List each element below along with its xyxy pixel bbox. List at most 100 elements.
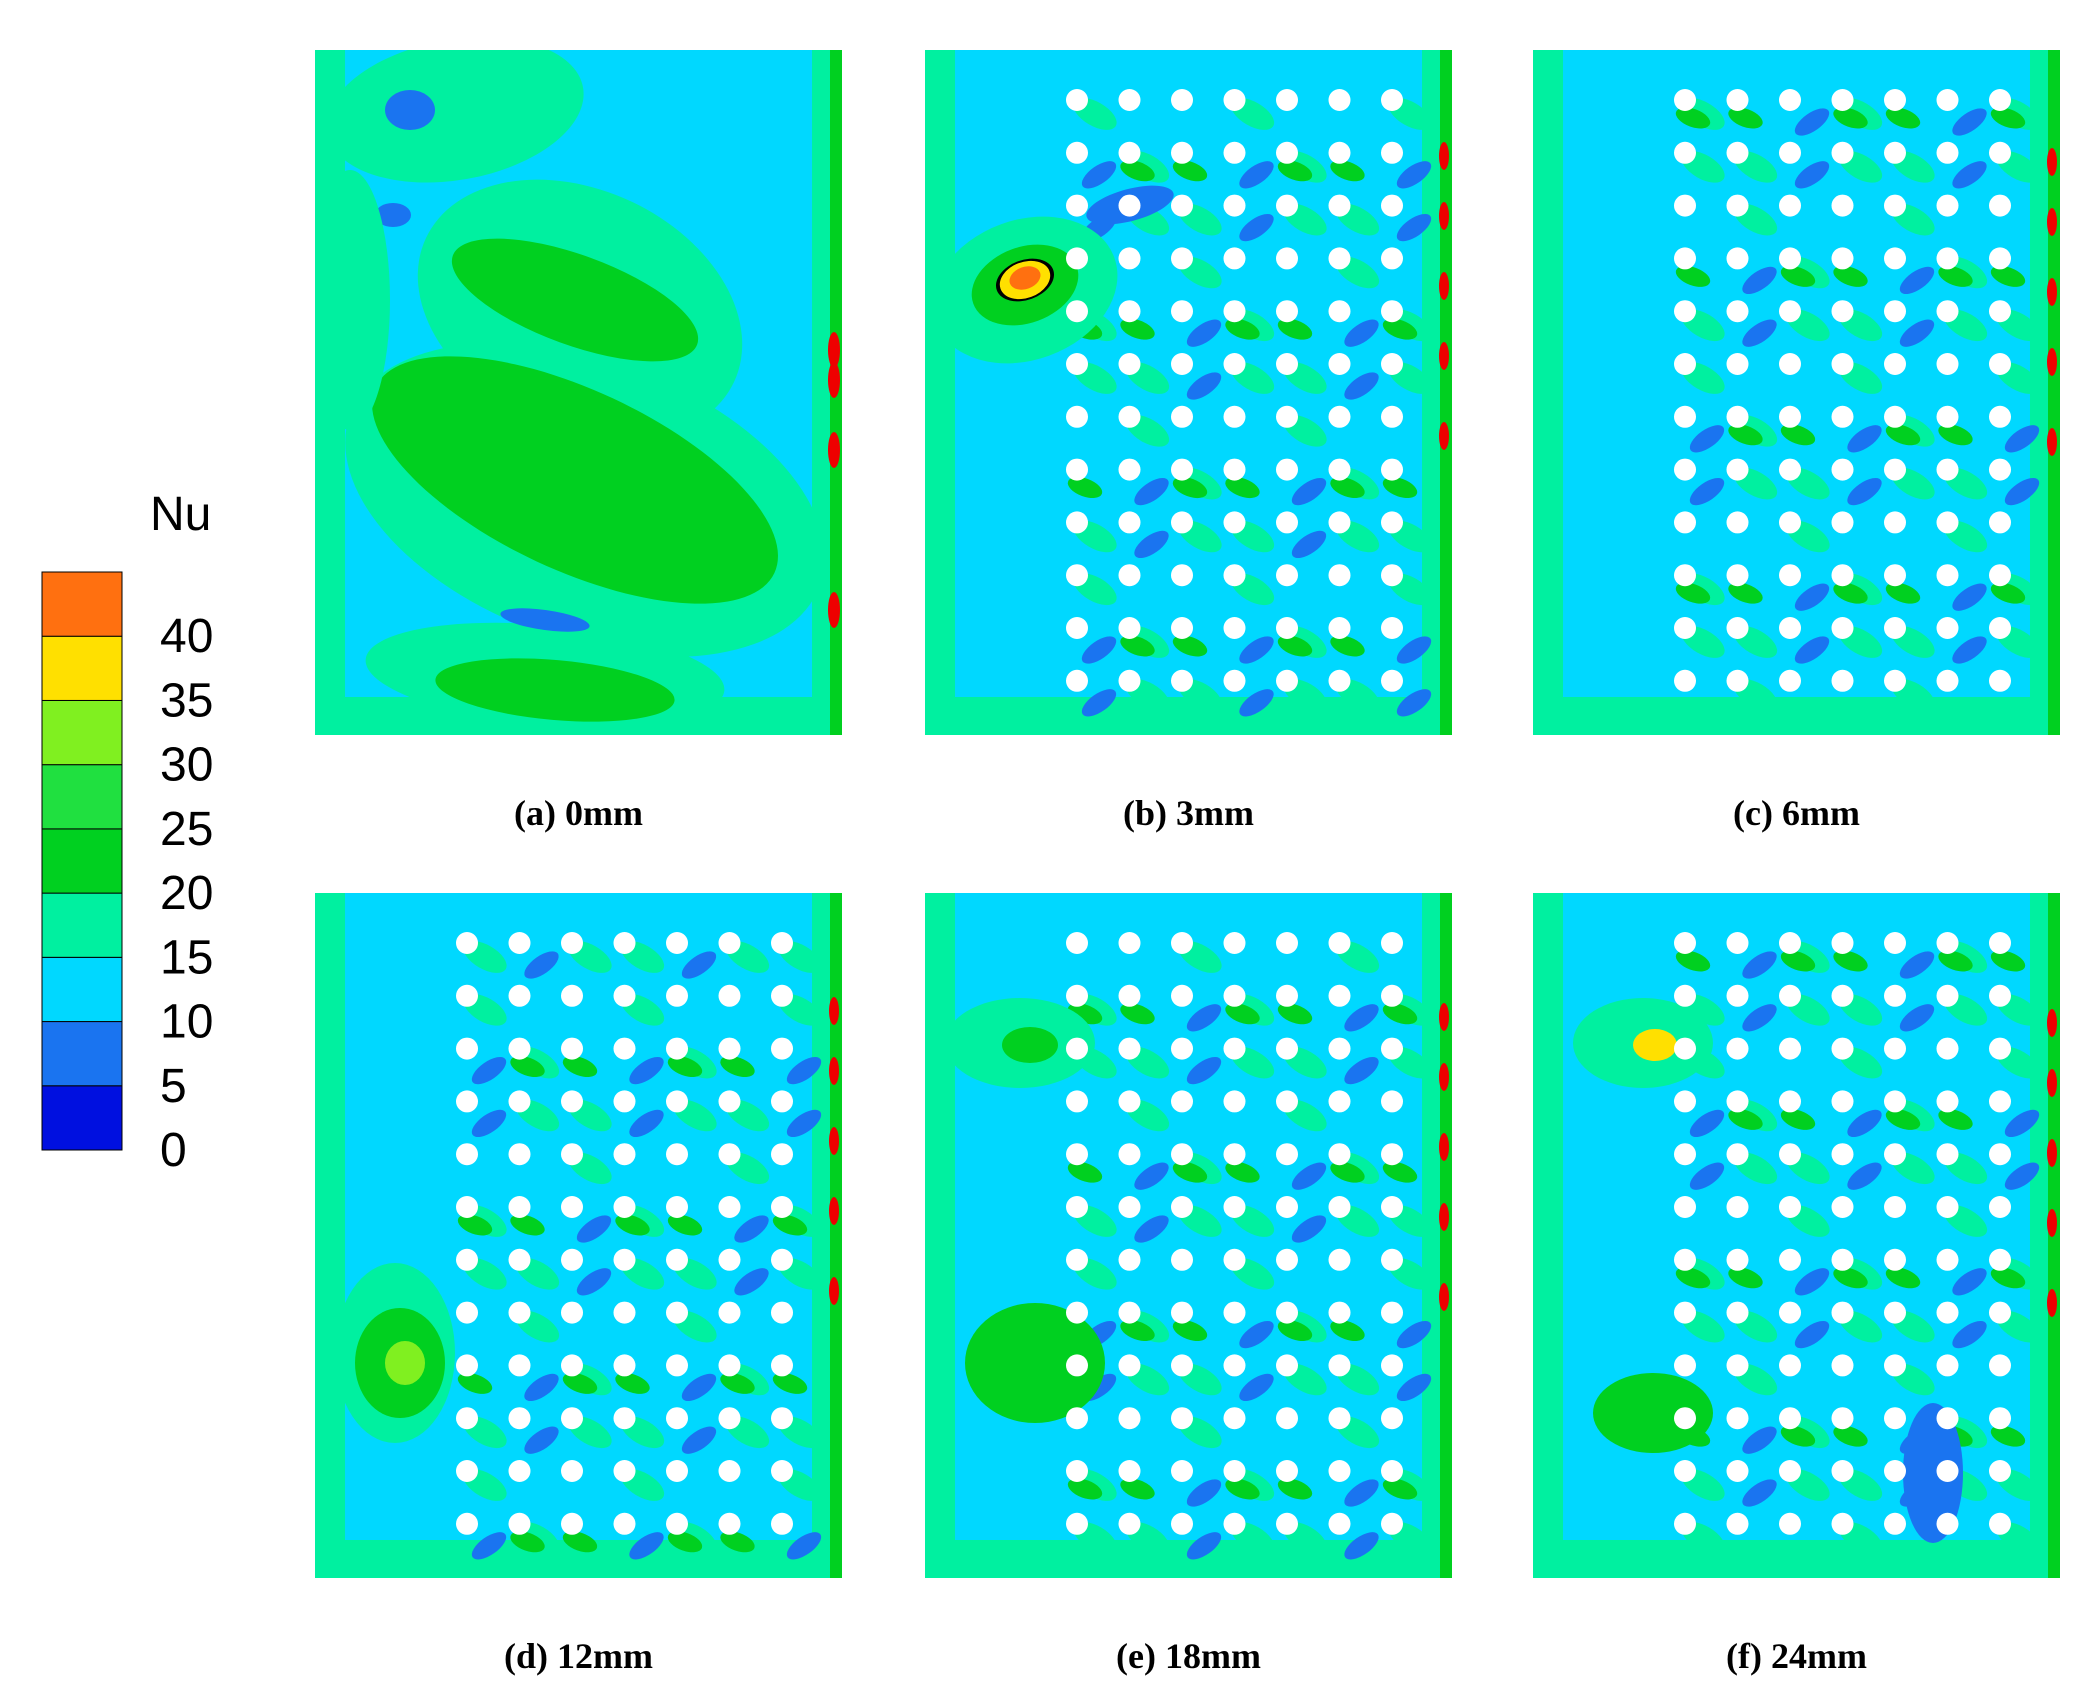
contour-region	[1330, 635, 1365, 657]
contour-region	[1533, 697, 2060, 735]
contour-region	[1344, 372, 1379, 400]
pin-hole	[1066, 247, 1088, 270]
contour-region	[1172, 1320, 1208, 1342]
pin-hole	[1884, 1248, 1906, 1271]
pin-hole	[1779, 669, 1801, 692]
colorbar-block	[41, 1085, 123, 1151]
pin-hole	[1674, 511, 1696, 534]
contour-region	[1899, 951, 1935, 979]
pin-hole	[1223, 405, 1246, 428]
pin-hole	[456, 1143, 478, 1166]
contour-region	[457, 1214, 493, 1236]
colorbar-block	[41, 892, 123, 958]
pin-hole	[1936, 1512, 1959, 1535]
contour-region	[1780, 424, 1816, 446]
pin-hole	[1118, 89, 1141, 111]
contour-region	[562, 1056, 598, 1078]
pin-hole	[1726, 984, 1749, 1007]
pin-hole	[1171, 1143, 1193, 1166]
contour-region	[829, 1197, 839, 1225]
contour-region	[1009, 266, 1041, 290]
pin-hole	[1884, 1301, 1906, 1324]
pin-hole	[1884, 89, 1906, 111]
colorbar: Nu 40 35 30 25 20 15 10 5 0	[41, 488, 213, 1177]
pin-hole	[718, 1460, 741, 1482]
contour-region	[1225, 1478, 1260, 1500]
pin-hole	[456, 1407, 478, 1430]
contour-region	[1675, 107, 1711, 129]
contour-region	[772, 1214, 808, 1236]
pin-hole	[1884, 564, 1906, 587]
contour-region	[524, 951, 559, 979]
pin-hole	[1989, 1354, 2011, 1377]
pin-hole	[1831, 932, 1854, 954]
contour-region	[1952, 1320, 1987, 1349]
pin-hole	[1989, 932, 2011, 954]
pin-hole	[1726, 247, 1749, 270]
pin-hole	[1779, 1407, 1801, 1430]
contour-region	[2047, 428, 2057, 456]
pin-hole	[1779, 141, 1801, 164]
pin-hole	[613, 1248, 636, 1271]
contour-region	[667, 1056, 703, 1078]
contour-region	[1938, 424, 1973, 446]
pin-hole	[1831, 1512, 1854, 1535]
contour-region	[576, 1268, 612, 1296]
pin-hole	[1276, 300, 1298, 323]
pin-hole	[1223, 1354, 1246, 1377]
pin-hole	[1936, 1196, 1959, 1218]
pin-hole	[1779, 1354, 1801, 1377]
contour-region	[720, 1531, 755, 1553]
contour-region	[828, 362, 840, 398]
contour-region	[1239, 1373, 1274, 1402]
contour-region	[1172, 477, 1208, 499]
contour-region	[1081, 636, 1117, 664]
pin-hole	[1118, 1407, 1141, 1430]
pin-hole	[1674, 89, 1696, 111]
pin-hole	[1726, 353, 1749, 375]
pin-hole	[1328, 194, 1351, 217]
pin-hole	[1936, 669, 1959, 692]
contour-region	[1344, 1532, 1379, 1560]
pin-hole	[1171, 353, 1193, 375]
pin-hole	[613, 932, 636, 954]
pin-hole	[1779, 617, 1801, 639]
pin-hole	[1118, 1460, 1141, 1482]
pin-hole	[1779, 194, 1801, 217]
pin-hole	[1726, 89, 1749, 111]
pin-hole	[1674, 1090, 1696, 1113]
pin-hole	[1989, 405, 2011, 428]
pin-hole	[456, 1037, 478, 1060]
contour-region	[1990, 950, 2026, 972]
pin-hole	[1381, 932, 1403, 954]
contour-region	[1439, 202, 1449, 230]
pin-hole	[666, 1354, 688, 1377]
contour-region	[829, 997, 839, 1025]
pin-hole	[1276, 984, 1298, 1007]
pin-hole	[613, 1037, 636, 1060]
pin-hole	[1171, 300, 1193, 323]
pin-hole	[1276, 1037, 1298, 1060]
contour-region	[786, 1056, 822, 1085]
pin-hole	[1936, 405, 1959, 428]
contour-region	[1344, 1479, 1379, 1507]
pin-hole	[666, 1143, 688, 1166]
pin-hole	[1831, 1143, 1854, 1166]
contour-region	[1225, 318, 1260, 340]
contour-region	[1239, 689, 1274, 717]
contour-region	[471, 1532, 507, 1560]
pin-hole	[1276, 1248, 1298, 1271]
contour-region	[1533, 1540, 2060, 1578]
pin-hole	[1779, 564, 1801, 587]
pin-hole	[1726, 1248, 1749, 1271]
colorbar-block	[41, 571, 123, 637]
contour-region	[829, 1127, 839, 1155]
pin-hole	[1936, 1037, 1959, 1060]
pin-hole	[1884, 511, 1906, 534]
pin-hole	[613, 1301, 636, 1324]
pin-hole	[1726, 300, 1749, 323]
pin-hole	[1066, 564, 1088, 587]
contour-region	[1742, 951, 1777, 979]
pin-hole	[1066, 984, 1088, 1007]
contour-region	[629, 1056, 664, 1085]
